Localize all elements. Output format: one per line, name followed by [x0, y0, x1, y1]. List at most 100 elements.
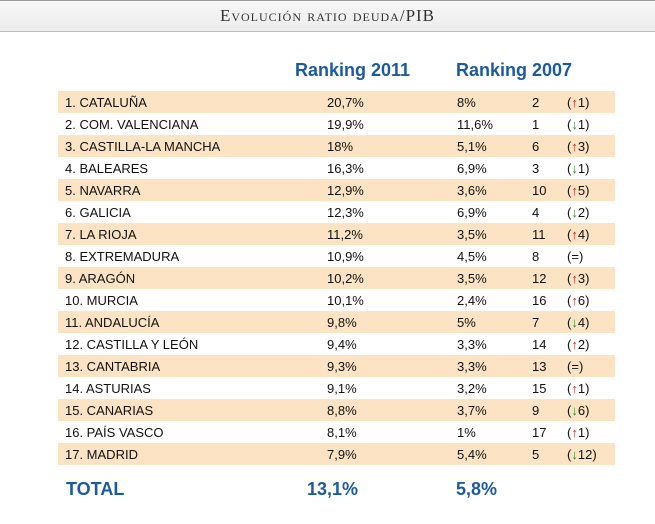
rank-change: (↑3) — [567, 271, 590, 286]
region-name: 10. MURCIA — [65, 293, 138, 308]
rank-change: (↑3) — [567, 139, 590, 154]
ratio-2011: 12,3% — [327, 205, 364, 220]
column-header-2011: Ranking 2011 — [295, 60, 411, 80]
rank-2007: 12 — [532, 271, 547, 286]
rank-2007: 7 — [532, 315, 540, 330]
region-name: 1. CATALUÑA — [65, 95, 147, 110]
arrow-up-icon: ↑ — [571, 139, 578, 154]
region-name: 8. EXTREMADURA — [65, 249, 180, 264]
rank-2007: 11 — [532, 227, 546, 242]
region-name: 17. MADRID — [65, 447, 138, 462]
rank-change: (↑5) — [567, 183, 590, 198]
rank-change: (↑6) — [567, 293, 590, 308]
region-name: 14. ASTURIAS — [65, 381, 151, 396]
ratio-2011: 11,2% — [327, 227, 363, 242]
arrow-up-icon: ↑ — [571, 337, 578, 352]
rank-2007: 13 — [532, 359, 547, 374]
ratio-2011: 9,3% — [327, 359, 357, 374]
region-name: 15. CANARIAS — [65, 403, 154, 418]
region-name: 7. LA RIOJA — [65, 227, 137, 242]
rank-2007: 1 — [532, 117, 540, 132]
rank-change: (↑1) — [567, 425, 590, 440]
arrow-up-icon: ↑ — [571, 95, 578, 110]
region-name: 5. NAVARRA — [65, 183, 141, 198]
table-row: 12. CASTILLA Y LEÓN 9,4% 3,3% 14 (↑2) — [58, 333, 615, 355]
ratio-2011: 8,1% — [327, 425, 357, 440]
rank-change-value: 2 — [577, 205, 586, 220]
ratio-2007: 3,3% — [457, 359, 487, 374]
rank-change-value: 6 — [577, 403, 586, 418]
rank-2007: 4 — [532, 205, 540, 220]
table-row: 14. ASTURIAS 9,1% 3,2% 15 (↑1) — [58, 377, 615, 399]
rank-change-value: 1 — [577, 161, 586, 176]
arrow-up-icon: ↑ — [571, 381, 578, 396]
column-header-2007: Ranking 2007 — [456, 60, 573, 80]
ratio-2011: 18% — [327, 139, 354, 154]
rank-change: (↑1) — [567, 381, 590, 396]
ratio-2011: 10,9% — [327, 249, 364, 264]
table-row: 10. MURCIA 10,1% 2,4% 16 (↑6) — [58, 289, 615, 311]
arrow-down-icon: ↓ — [571, 117, 578, 132]
rank-change-value: 1 — [577, 381, 586, 396]
rank-change-value: 6 — [577, 293, 586, 308]
ratio-2011: 10,1% — [327, 293, 364, 308]
rank-change-value: 3 — [577, 271, 586, 286]
ratio-2011: 19,9% — [327, 117, 364, 132]
ratio-2007: 2,4% — [457, 293, 487, 308]
ratio-2007: 3,5% — [457, 227, 487, 242]
rank-change: (=) — [567, 359, 584, 374]
table-row: 15. CANARIAS 8,8% 3,7% 9 (↓6) — [58, 399, 615, 421]
arrow-down-icon: ↓ — [571, 315, 578, 330]
region-name: 6. GALICIA — [65, 205, 131, 220]
ratio-2011: 7,9% — [327, 447, 357, 462]
rank-change: (↓1) — [567, 161, 590, 176]
ratio-2007: 11,6% — [457, 117, 493, 132]
table-row: 11. ANDALUCÍA 9,8% 5% 7 (↓4) — [58, 311, 615, 333]
ratio-2011: 10,2% — [327, 271, 364, 286]
ratio-2007: 3,7% — [457, 403, 487, 418]
arrow-down-icon: ↓ — [571, 403, 578, 418]
rank-change-value: 4 — [577, 227, 586, 242]
ratio-2007: 5,1% — [457, 139, 487, 154]
ratio-2011: 12,9% — [327, 183, 364, 198]
rank-2007: 17 — [532, 425, 547, 440]
rank-change: (↓4) — [567, 315, 590, 330]
ratio-2007: 5,4% — [457, 447, 487, 462]
ratio-2011: 9,8% — [327, 315, 357, 330]
rank-2007: 16 — [532, 293, 547, 308]
ratio-2007: 8% — [457, 95, 476, 110]
ratio-2007: 5% — [457, 315, 476, 330]
ratio-2007: 1% — [457, 425, 476, 440]
rank-change-value: = — [571, 249, 579, 264]
rank-change-value: = — [571, 359, 579, 374]
title-bar: Evolución ratio deuda/PIB — [0, 0, 655, 32]
region-name: 11. ANDALUCÍA — [65, 315, 160, 330]
table-row: 13. CANTABRIA 9,3% 3,3% 13 (=) — [58, 355, 615, 377]
ratio-2007: 4,5% — [457, 249, 487, 264]
rank-2007: 5 — [532, 447, 540, 462]
rank-2007: 2 — [532, 95, 540, 110]
rank-change-value: 2 — [577, 337, 586, 352]
rank-2007: 10 — [532, 183, 547, 198]
ratio-2007: 3,5% — [457, 271, 487, 286]
rank-change-value: 4 — [577, 315, 586, 330]
ratio-2007: 6,9% — [457, 205, 487, 220]
ratio-2007: 3,2% — [457, 381, 487, 396]
table-row: 2. COM. VALENCIANA 19,9% 11,6% 1 (↓1) — [58, 113, 615, 135]
region-name: 3. CASTILLA-LA MANCHA — [65, 139, 221, 154]
total-value-2011: 13,1% — [307, 479, 359, 499]
rank-change: (↑4) — [567, 227, 590, 242]
arrow-down-icon: ↓ — [571, 161, 578, 176]
arrow-up-icon: ↑ — [571, 183, 578, 198]
table-row: 4. BALEARES 16,3% 6,9% 3 (↓1) — [58, 157, 615, 179]
region-name: 2. COM. VALENCIANA — [65, 117, 199, 132]
rank-change: (↓6) — [567, 403, 590, 418]
arrow-up-icon: ↑ — [571, 227, 578, 242]
rank-change: (↓2) — [567, 205, 590, 220]
region-name: 16. PAÍS VASCO — [65, 425, 164, 440]
ratio-2007: 3,3% — [457, 337, 487, 352]
rank-2007: 6 — [532, 139, 540, 154]
page-title: Evolución ratio deuda/PIB — [219, 6, 436, 25]
total-value-2007: 5,8% — [456, 479, 498, 499]
ratio-2011: 9,4% — [327, 337, 357, 352]
